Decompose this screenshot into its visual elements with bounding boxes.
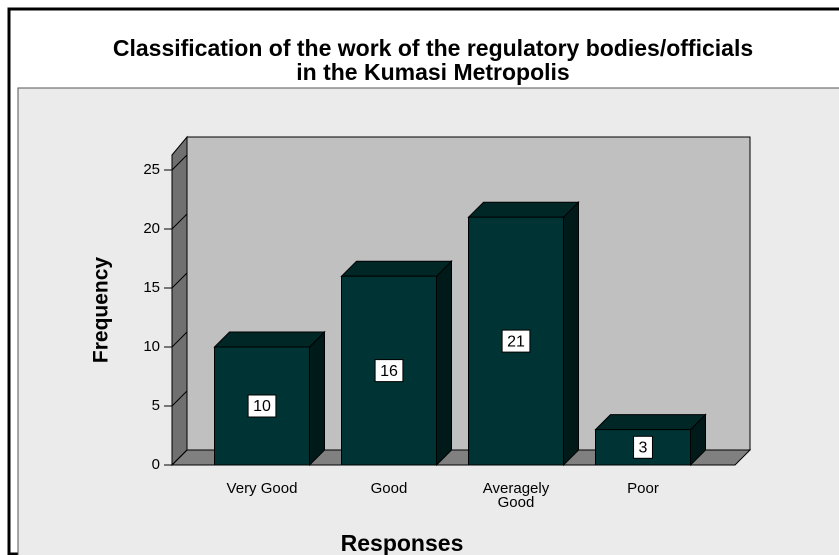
x-tick-label: Very Good (227, 480, 298, 497)
y-tick-depth (171, 213, 188, 230)
y-tick-label: 5 (152, 397, 160, 414)
value-label: 16 (380, 363, 398, 380)
x-tick-label: Poor (627, 480, 659, 497)
y-tick-label: 15 (143, 279, 160, 296)
x-tick-label: Good (371, 480, 408, 497)
chart-title: Classification of the work of the regula… (112, 35, 754, 85)
x-axis-title: Responses (341, 530, 464, 555)
value-label: 10 (253, 398, 271, 415)
value-label: 21 (507, 333, 525, 350)
bar-top (467, 201, 580, 218)
y-tick-depth (171, 449, 188, 466)
value-label-box (374, 359, 404, 383)
y-tick-label: 10 (143, 338, 160, 355)
bar-top (340, 260, 453, 277)
bar-side (563, 200, 579, 467)
y-tick-depth (171, 154, 188, 171)
bar-side (436, 259, 452, 467)
y-tick-label: 25 (143, 161, 160, 178)
value-label-box (247, 394, 277, 418)
y-tick-depth (171, 390, 188, 407)
value-label-box (501, 329, 531, 353)
bar-top (213, 331, 326, 348)
bar-side (309, 330, 325, 467)
y-tick-label: 20 (143, 220, 160, 237)
y-tick-label: 0 (152, 456, 160, 473)
y-tick-depth (171, 331, 188, 348)
side-wall (171, 135, 188, 467)
y-axis-title: Frequency (90, 257, 113, 364)
x-tick-label: Averagely Good (483, 480, 550, 511)
bar-top (594, 414, 707, 431)
value-label-box (633, 435, 653, 459)
y-tick-depth (171, 272, 188, 289)
value-label: 3 (639, 440, 648, 457)
